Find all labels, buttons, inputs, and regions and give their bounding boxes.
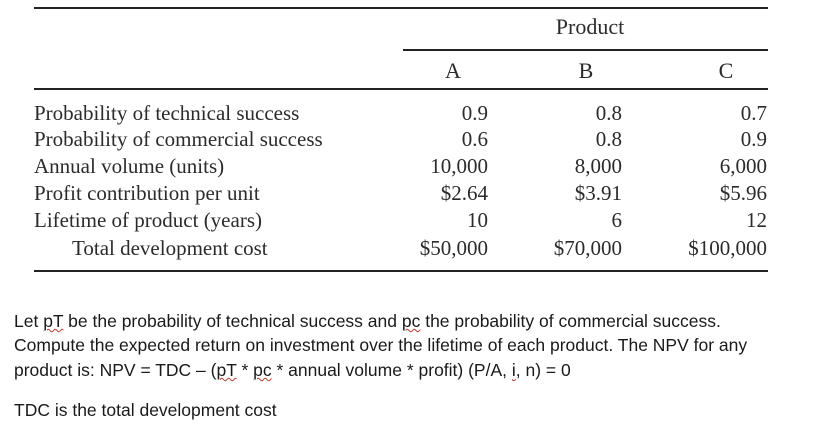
cell-annual-volume-a: 10,000 (430, 154, 488, 178)
line1-text-a: Let (14, 311, 44, 331)
cell-product-lifetime-c: 12 (746, 208, 767, 232)
row-label-total-development-cost: Total development cost (72, 236, 268, 260)
row-label-technical-success: Probability of technical success (34, 101, 300, 125)
cell-product-lifetime-b: 6 (611, 208, 623, 232)
cell-technical-success-a: 0.9 (461, 101, 488, 125)
line1-text-b: be the probability of technical success … (63, 311, 402, 331)
line3-text-a: product is: NPV = TDC – ( (14, 360, 217, 380)
row-label-commercial-success: Probability of commercial success (34, 127, 323, 151)
line1-text-c: the probability of commercial success. (420, 311, 721, 331)
line3-text-b: * (236, 360, 254, 380)
cell-total-development-cost-c: $100,000 (688, 236, 767, 260)
problem-text-line-1: Let pT be the probability of technical s… (14, 309, 721, 334)
table-bottom-rule (34, 270, 768, 272)
cell-profit-contribution-a: $2.64 (440, 181, 488, 205)
row-label-annual-volume: Annual volume (units) (34, 154, 225, 178)
cell-total-development-cost-b: $70,000 (553, 236, 622, 260)
formula-variable-p-technical: pT (216, 360, 237, 380)
variable-p-commercial: pc (401, 311, 421, 331)
problem-text-line-2: Compute the expected return on investmen… (14, 335, 748, 355)
formula-variable-p-commercial: pc (253, 360, 272, 380)
line3-text-d: , n) = 0 (515, 360, 571, 380)
column-header-b: B (578, 58, 594, 83)
cell-profit-contribution-b: $3.91 (574, 181, 622, 205)
cell-annual-volume-c: 6,000 (719, 154, 767, 178)
cell-commercial-success-a: 0.6 (461, 127, 488, 151)
column-header-rule (34, 88, 768, 90)
cell-technical-success-b: 0.8 (595, 101, 622, 125)
cell-commercial-success-c: 0.9 (740, 127, 767, 151)
cell-technical-success-c: 0.7 (740, 101, 767, 125)
problem-text-line-4: TDC is the total development cost (14, 400, 277, 420)
row-label-product-lifetime: Lifetime of product (years) (34, 208, 262, 232)
cell-commercial-success-b: 0.8 (595, 127, 622, 151)
cell-total-development-cost-a: $50,000 (419, 236, 488, 260)
line3-text-c: * annual volume * profit) (P/A, (271, 360, 512, 380)
cell-product-lifetime-a: 10 (467, 208, 488, 232)
table-top-rule (34, 7, 768, 9)
cell-profit-contribution-c: $5.96 (719, 181, 767, 205)
row-label-profit-contribution: Profit contribution per unit (34, 181, 260, 205)
variable-p-technical: pT (43, 311, 64, 331)
cell-annual-volume-b: 8,000 (574, 154, 622, 178)
product-header-rule (403, 49, 768, 51)
column-header-a: A (445, 58, 461, 83)
product-group-header: Product (555, 14, 625, 39)
formula-variable-i: i (511, 360, 516, 380)
column-header-c: C (718, 58, 734, 83)
problem-text-line-3: product is: NPV = TDC – (pT * pc * annua… (14, 358, 571, 383)
